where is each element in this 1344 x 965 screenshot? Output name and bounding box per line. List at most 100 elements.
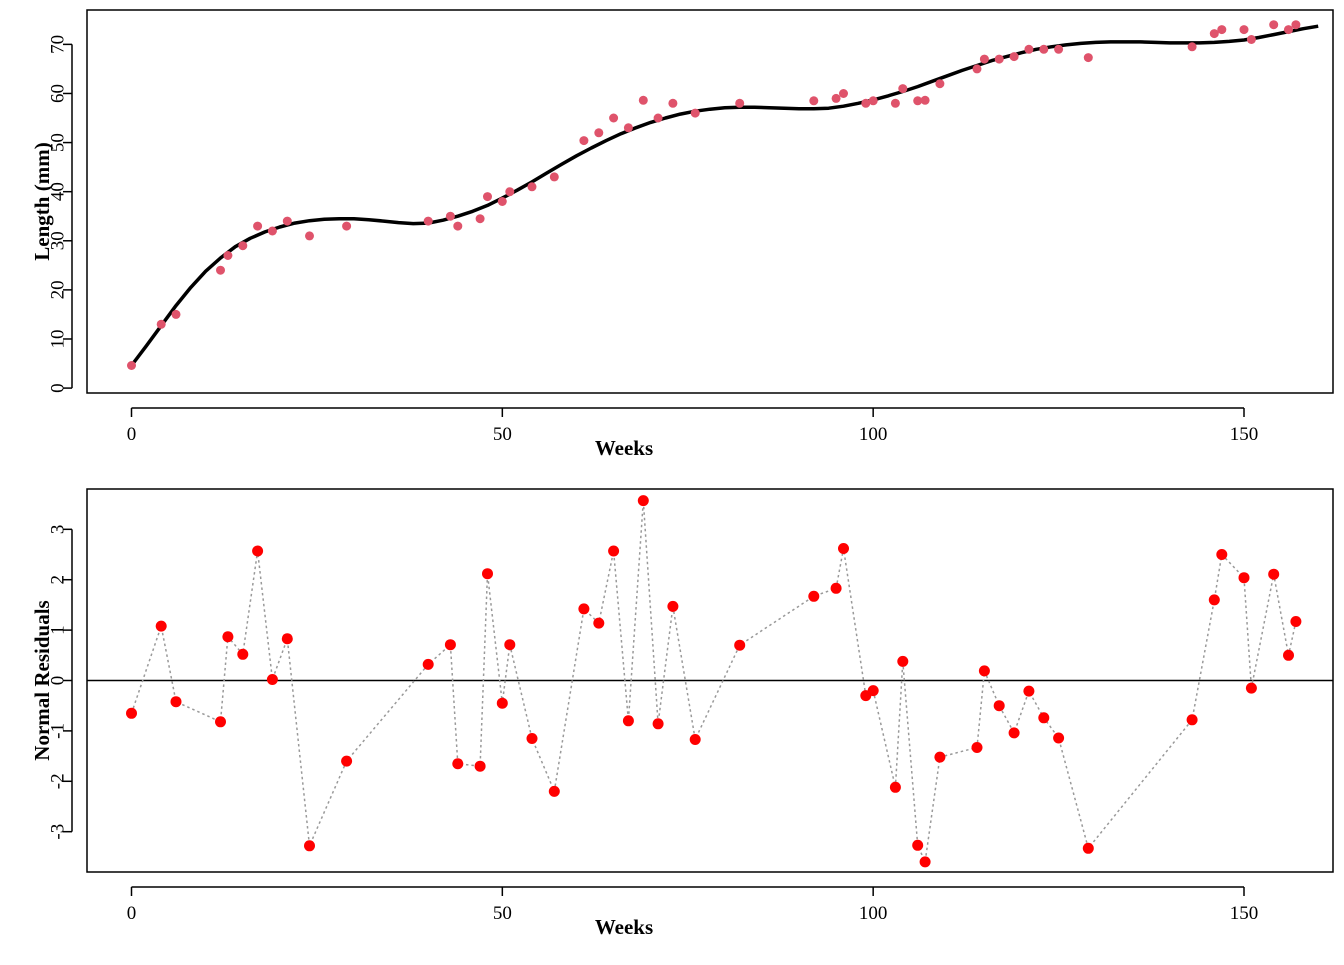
growth-point: [253, 221, 263, 231]
growth-fit-curve: [130, 24, 1319, 367]
growth-y-axis: 0 10 20 30 40 50 60 70: [48, 35, 73, 393]
residuals-point: [1053, 732, 1065, 744]
growth-points-layer: [127, 20, 1301, 370]
growth-point: [839, 89, 848, 98]
residuals-x-axis-title: Weeks: [595, 915, 653, 939]
residuals-point: [222, 631, 234, 643]
growth-y-tick-label: 20: [48, 280, 69, 299]
growth-point: [979, 54, 989, 64]
growth-x-tick-label: 50: [493, 424, 512, 445]
residuals-point: [252, 545, 264, 557]
residuals-y-tick-label: -2: [48, 773, 69, 789]
residuals-point: [578, 603, 590, 615]
growth-fit-layer: [130, 24, 1319, 367]
residuals-point: [474, 760, 486, 772]
residuals-point: [830, 582, 842, 594]
growth-point: [668, 98, 678, 108]
residuals-point: [1023, 685, 1035, 697]
growth-point: [171, 309, 181, 319]
growth-point: [594, 128, 604, 138]
residuals-point: [808, 590, 820, 602]
residuals-point: [734, 639, 746, 651]
growth-point: [156, 319, 166, 329]
residuals-point: [667, 600, 679, 612]
growth-point: [831, 93, 841, 103]
residuals-point: [993, 700, 1005, 712]
growth-x-tick-label: 150: [1230, 424, 1259, 445]
residuals-point: [652, 718, 664, 730]
residuals-y-axis: -3 -2 -1 0 1 2 3: [48, 525, 73, 840]
residuals-points-layer: [126, 495, 1302, 868]
growth-point: [216, 265, 225, 275]
residuals-x-tick-label: 100: [859, 903, 888, 924]
residuals-y-axis-title: Normal Residuals: [30, 600, 54, 760]
growth-point: [690, 108, 700, 118]
residuals-point: [422, 658, 434, 670]
residuals-point: [1186, 714, 1198, 726]
residuals-point: [526, 733, 538, 744]
growth-point: [868, 96, 878, 106]
growth-x-tick-label: 0: [127, 424, 137, 445]
residuals-point: [1216, 549, 1228, 560]
residuals-point: [919, 856, 931, 868]
growth-point: [497, 197, 507, 206]
residuals-point: [1082, 842, 1094, 854]
residuals-point: [281, 633, 293, 645]
residuals-point: [971, 742, 983, 753]
growth-plot-frame: [86, 9, 1334, 394]
growth-point: [505, 187, 515, 197]
growth-point: [1284, 25, 1293, 35]
growth-point: [549, 172, 559, 182]
growth-point: [238, 241, 248, 251]
growth-x-axis: 0 50 100 150: [127, 407, 1259, 445]
growth-y-tick-label: 50: [48, 133, 69, 152]
growth-point: [305, 231, 314, 241]
growth-point: [342, 221, 352, 231]
growth-point: [423, 216, 433, 226]
growth-point: [282, 216, 292, 226]
growth-point: [527, 182, 537, 192]
residuals-point: [1245, 682, 1257, 694]
growth-point: [483, 192, 492, 202]
growth-point: [1054, 44, 1064, 54]
growth-y-tick-label: 60: [48, 84, 69, 103]
residuals-connector-layer: [87, 500, 1333, 865]
growth-point: [1217, 25, 1227, 35]
residuals-point: [155, 620, 167, 632]
residuals-point: [867, 685, 879, 697]
residuals-point: [1208, 594, 1220, 606]
residuals-y-tick-label: 0: [48, 676, 69, 686]
residuals-point: [889, 781, 901, 793]
residuals-point: [838, 543, 849, 554]
residuals-point: [1290, 616, 1302, 627]
growth-point: [1246, 35, 1256, 44]
growth-point: [1024, 44, 1034, 54]
residuals-y-tick-label: 3: [48, 525, 69, 535]
residuals-point: [266, 674, 278, 685]
residuals-point: [637, 495, 649, 507]
growth-point: [935, 79, 945, 89]
residuals-y-tick-label: 1: [48, 625, 69, 635]
residuals-y-tick-label: 2: [48, 575, 69, 585]
growth-point: [972, 64, 982, 74]
residuals-x-tick-label: 150: [1230, 903, 1259, 924]
residuals-point: [689, 734, 701, 745]
residuals-y-tick-label: -3: [48, 824, 69, 840]
growth-y-tick-label: 30: [48, 231, 69, 250]
growth-y-tick-label: 40: [48, 182, 69, 201]
residuals-point: [912, 839, 924, 851]
residuals-point: [452, 758, 464, 770]
growth-y-tick-label: 70: [48, 35, 69, 54]
residuals-point: [304, 840, 315, 852]
residuals-y-tick-label: -1: [48, 723, 69, 739]
residuals-point: [1268, 568, 1280, 580]
residuals-point: [215, 716, 226, 728]
residuals-point: [237, 648, 249, 660]
growth-y-axis-title: Length (mm): [30, 142, 54, 260]
residuals-panel: 0 50 100 150 -3 -2 -1 0 1 2 3 Weeks Normal Residu…: [30, 488, 1334, 939]
growth-point: [623, 123, 633, 133]
growth-point: [890, 98, 900, 108]
growth-point: [920, 95, 930, 105]
growth-x-tick-label: 100: [859, 424, 888, 445]
